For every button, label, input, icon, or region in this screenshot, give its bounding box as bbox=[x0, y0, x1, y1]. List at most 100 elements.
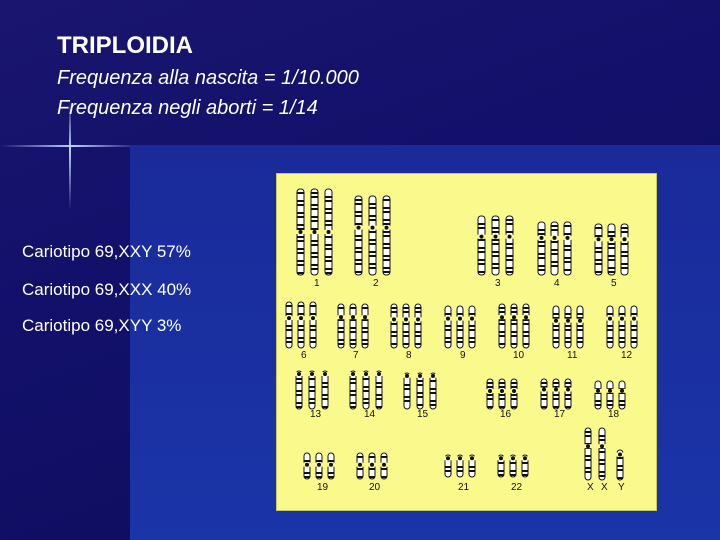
chromosome bbox=[375, 370, 383, 410]
chromosome bbox=[618, 380, 626, 410]
chromosome bbox=[468, 454, 476, 478]
chromosome bbox=[297, 301, 305, 349]
chromosome bbox=[354, 195, 363, 276]
chromosome bbox=[550, 221, 559, 276]
chromosome bbox=[491, 215, 500, 276]
chromosome bbox=[521, 454, 529, 478]
chromosome bbox=[584, 427, 592, 481]
label-chromosome-20: 20 bbox=[369, 482, 381, 493]
chromosome bbox=[509, 454, 517, 478]
chromosome bbox=[315, 452, 323, 480]
chromosome bbox=[552, 378, 560, 410]
chromosome bbox=[337, 303, 345, 349]
label-chromosome-4: 4 bbox=[554, 278, 560, 289]
chromosome bbox=[368, 195, 377, 276]
chromosome bbox=[321, 370, 329, 410]
label-chromosome-5: 5 bbox=[611, 278, 617, 289]
chromosome bbox=[606, 380, 614, 410]
label-chromosome-x-1: X bbox=[587, 482, 594, 493]
chromosome bbox=[510, 303, 518, 349]
chromosome bbox=[444, 305, 452, 349]
chromosome bbox=[349, 370, 357, 410]
star-flare-vertical bbox=[69, 100, 71, 210]
chromosome bbox=[327, 452, 335, 480]
chromosome bbox=[285, 301, 293, 349]
chromosome bbox=[563, 221, 572, 276]
bullet-karyotype-xyy: Cariotipo 69,XYY 3% bbox=[22, 316, 182, 335]
chromosome bbox=[607, 223, 616, 276]
label-chromosome-16: 16 bbox=[500, 409, 512, 420]
label-chromosome-18: 18 bbox=[608, 409, 620, 420]
bullet-karyotype-xxx: Cariotipo 69,XXX 40% bbox=[22, 280, 192, 299]
chromosome bbox=[382, 195, 391, 276]
chromosome bbox=[414, 303, 422, 349]
chromosome bbox=[606, 305, 614, 349]
label-chromosome-15: 15 bbox=[417, 409, 429, 420]
chromosome bbox=[477, 215, 486, 276]
chromosome bbox=[498, 378, 506, 410]
chromosome bbox=[390, 303, 398, 349]
chromosome bbox=[564, 305, 572, 349]
chromosome bbox=[362, 370, 370, 410]
chromosome bbox=[349, 303, 357, 349]
label-chromosome-9: 9 bbox=[460, 350, 466, 361]
label-chromosome-7: 7 bbox=[353, 350, 359, 361]
chromosome-group bbox=[285, 188, 638, 481]
chromosome bbox=[564, 378, 572, 410]
chromosome bbox=[310, 188, 319, 276]
chromosome bbox=[537, 221, 546, 276]
chromosome bbox=[303, 452, 311, 480]
label-chromosome-17: 17 bbox=[554, 409, 566, 420]
chromosome bbox=[576, 305, 584, 349]
chromosome bbox=[468, 305, 476, 349]
chromosome bbox=[380, 452, 388, 480]
label-chromosome-13: 13 bbox=[310, 409, 322, 420]
chromosome bbox=[368, 452, 376, 480]
chromosome bbox=[456, 454, 464, 478]
chromosome bbox=[498, 303, 506, 349]
chromosome bbox=[308, 370, 316, 410]
karyotype-figure: 1 2 3 4 5 6 7 8 9 10 11 12 13 14 15 16 1… bbox=[285, 188, 638, 493]
chromosome bbox=[403, 372, 411, 410]
chromosome bbox=[416, 372, 424, 410]
label-chromosome-22: 22 bbox=[511, 482, 523, 493]
chromosome bbox=[552, 305, 560, 349]
label-chromosome-10: 10 bbox=[513, 350, 525, 361]
chromosome bbox=[522, 303, 530, 349]
label-chromosome-21: 21 bbox=[458, 482, 470, 493]
chromosome bbox=[296, 188, 305, 276]
chromosome bbox=[486, 378, 494, 410]
label-chromosome-6: 6 bbox=[301, 350, 307, 361]
karyotype-image: 1 2 3 4 5 6 7 8 9 10 11 12 13 14 15 16 1… bbox=[276, 173, 657, 511]
chromosome bbox=[456, 305, 464, 349]
slide-title: TRIPLOIDIA bbox=[57, 32, 193, 59]
label-chromosome-8: 8 bbox=[406, 350, 412, 361]
label-chromosome-3: 3 bbox=[495, 278, 501, 289]
chromosome bbox=[510, 378, 518, 410]
chromosome bbox=[598, 427, 606, 481]
chromosome bbox=[444, 454, 452, 478]
bullet-karyotype-xxy: Cariotipo 69,XXY 57% bbox=[22, 242, 191, 261]
label-chromosome-11: 11 bbox=[567, 350, 578, 361]
label-chromosome-x-2: X bbox=[601, 482, 608, 493]
chromosome bbox=[594, 380, 602, 410]
chromosome bbox=[429, 372, 437, 410]
label-chromosome-12: 12 bbox=[621, 350, 633, 361]
label-chromosome-y: Y bbox=[618, 482, 625, 493]
chromosome bbox=[497, 454, 505, 478]
chromosome bbox=[295, 370, 303, 410]
chromosome bbox=[630, 305, 638, 349]
chromosome bbox=[620, 223, 629, 276]
label-chromosome-19: 19 bbox=[317, 482, 329, 493]
chromosome bbox=[618, 305, 626, 349]
label-chromosome-1: 1 bbox=[314, 278, 320, 289]
chromosome bbox=[616, 449, 624, 481]
chromosome bbox=[540, 378, 548, 410]
label-chromosome-2: 2 bbox=[373, 278, 379, 289]
chromosome bbox=[505, 215, 514, 276]
subtitle-birth-frequency: Frequenza alla nascita = 1/10.000 bbox=[57, 67, 359, 89]
chromosome bbox=[324, 188, 333, 276]
label-chromosome-14: 14 bbox=[364, 409, 376, 420]
chromosome bbox=[356, 452, 364, 480]
chromosome bbox=[361, 303, 369, 349]
